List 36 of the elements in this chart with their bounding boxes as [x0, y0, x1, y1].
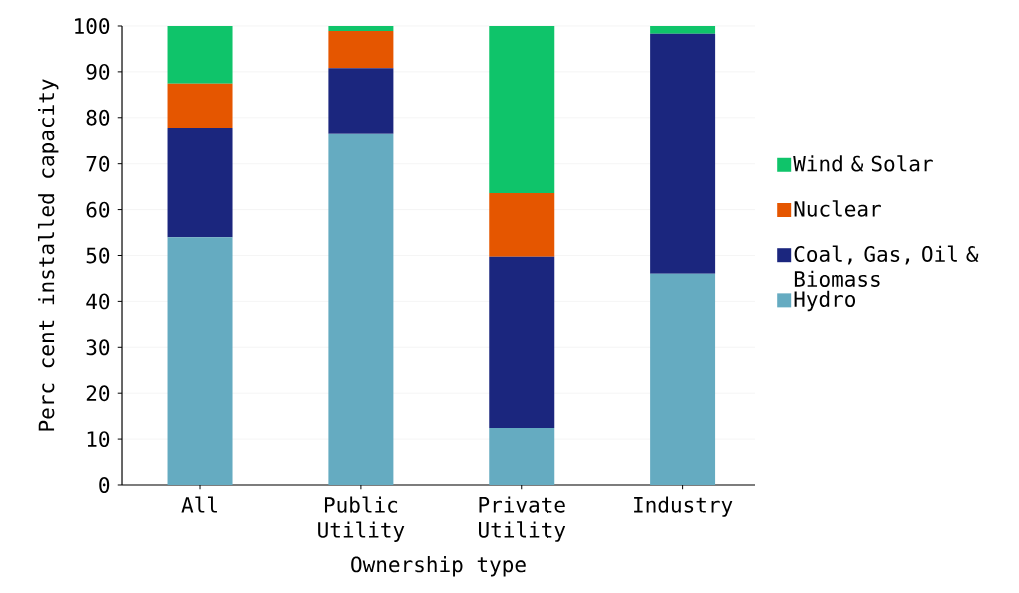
bar: [489, 25, 555, 194]
y-tick-label: 50: [86, 247, 110, 264]
x-tick-label: All: [181, 496, 217, 513]
y-tick-label: 70: [86, 155, 110, 172]
bar: [328, 133, 394, 485]
bar: [650, 273, 716, 485]
legend-label: Nuclear: [794, 200, 881, 217]
x-tick-label: Private Utility: [479, 496, 566, 542]
x-axis-title: Ownership type: [351, 556, 526, 577]
bar: [167, 83, 233, 128]
y-tick-label: 0: [99, 477, 110, 493]
bar: [489, 428, 555, 485]
legend-label: Wind & Solar: [793, 155, 933, 172]
bar: [167, 237, 233, 485]
y-axis-title: Perc cent installed capacity: [37, 79, 59, 431]
y-tick-label: 80: [86, 109, 110, 126]
y-tick-label: 20: [86, 385, 110, 402]
legend-label: Hydro: [794, 290, 856, 312]
bar: [328, 31, 394, 69]
x-tick-label: Industry: [634, 496, 733, 517]
y-tick-label: 90: [86, 63, 110, 80]
y-tick-label: 40: [86, 293, 110, 310]
bar: [650, 33, 716, 274]
bar: [489, 256, 555, 429]
bar: [167, 25, 233, 84]
bar: [328, 25, 394, 32]
y-tick-label: 30: [86, 339, 110, 356]
y-tick-label: 60: [86, 201, 110, 218]
x-tick-label: Public Utility: [318, 496, 405, 542]
bar: [167, 127, 233, 238]
bar: [328, 68, 394, 134]
y-tick-label: 100: [75, 18, 110, 34]
bar: [489, 193, 555, 257]
legend-label: Coal, Gas, Oil & Biomass: [794, 245, 979, 287]
y-tick-label: 10: [87, 431, 110, 448]
bar: [650, 25, 716, 34]
